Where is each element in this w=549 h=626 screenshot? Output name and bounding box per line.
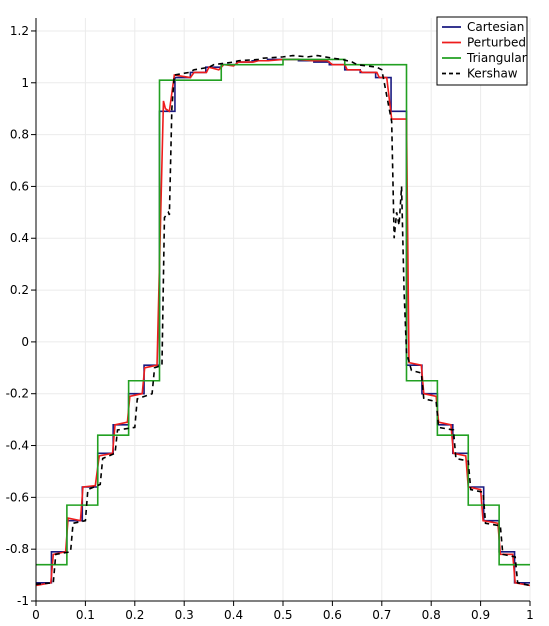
x-tick-label: 0.7 [372, 608, 391, 622]
y-tick-label: 1 [21, 76, 29, 90]
x-tick-label: 1 [526, 608, 534, 622]
y-tick-labels: -1 -0.8 -0.6 -0.4 -0.2 0 0.2 0.4 0.6 0.8 1 1.2 [6, 24, 36, 608]
y-tick-label: -0.4 [6, 439, 29, 453]
x-tick-label: 0.6 [323, 608, 342, 622]
legend-label: Triangular [466, 51, 527, 65]
x-tick-label: 0.4 [224, 608, 243, 622]
series-line-kershaw [36, 54, 530, 587]
legend-label: Cartesian [467, 20, 524, 34]
x-tick-label: 0.3 [175, 608, 194, 622]
y-tick-label: 0 [21, 335, 29, 349]
y-tick-label: -0.6 [6, 490, 29, 504]
y-tick-label: 0.6 [10, 179, 29, 193]
y-tick-label: -0.8 [6, 542, 29, 556]
y-tick-label: -0.2 [6, 387, 29, 401]
y-tick-label: 0.2 [10, 283, 29, 297]
x-tick-label: 0.9 [471, 608, 490, 622]
y-tick-label: 1.2 [10, 24, 29, 38]
y-tick-label: -1 [17, 594, 29, 608]
series-line-triangular [36, 58, 530, 566]
legend-label: Kershaw [467, 67, 518, 81]
y-tick-label: 0.4 [10, 231, 29, 245]
x-tick-label: 0.8 [422, 608, 441, 622]
x-tick-label: 0 [32, 608, 40, 622]
x-tick-label: 0.2 [125, 608, 144, 622]
plot-lines [36, 54, 530, 587]
y-tick-label: 0.8 [10, 128, 29, 142]
series-line-perturbed [36, 58, 530, 587]
x-tick-label: 0.5 [273, 608, 292, 622]
legend-label: Perturbed [467, 36, 526, 50]
x-tick-label: 0.1 [76, 608, 95, 622]
x-tick-labels: 0 0.1 0.2 0.3 0.4 0.5 0.6 0.7 0.8 0.9 1 [32, 601, 534, 622]
